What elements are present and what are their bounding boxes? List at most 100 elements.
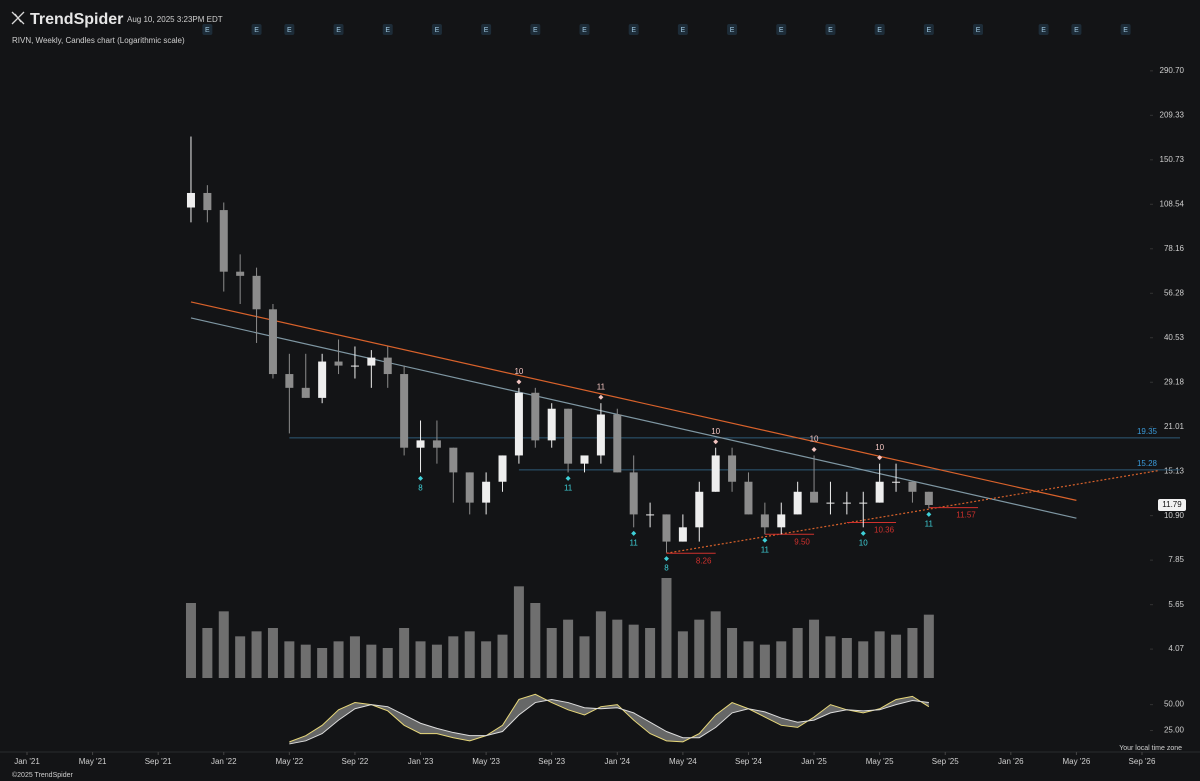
candle-body — [482, 481, 491, 503]
x-tick-label: Sep '22 — [341, 757, 368, 766]
earnings-label: E — [828, 27, 833, 34]
support-label: 9.50 — [794, 537, 810, 546]
volume-bar — [841, 638, 852, 678]
marker-label: 11 — [630, 538, 639, 547]
earnings-label: E — [730, 27, 735, 34]
volume-bar — [661, 578, 672, 678]
candle-body — [285, 374, 294, 388]
x-tick-label: Sep '26 — [1129, 757, 1156, 766]
candle-body — [629, 472, 638, 515]
x-tick-label: May '26 — [1063, 757, 1091, 766]
x-tick-label: Jan '23 — [408, 757, 434, 766]
earnings-label: E — [927, 27, 932, 34]
volume-bar — [825, 636, 836, 678]
y-tick-label: 15.13 — [1164, 466, 1185, 475]
y-tick-label: 25.00 — [1164, 726, 1185, 735]
candle-body — [859, 502, 868, 504]
earnings-badge — [202, 24, 213, 35]
marker-label: 11 — [925, 520, 934, 529]
candle-body — [908, 481, 917, 492]
candle-body — [400, 374, 409, 448]
volume-bar — [448, 636, 459, 678]
oscillator-line — [289, 693, 930, 743]
candle-body — [318, 361, 327, 398]
marker-label: 10 — [875, 443, 884, 452]
candle-body — [203, 192, 212, 211]
y-tick-label: 29.18 — [1164, 377, 1185, 386]
earnings-label: E — [254, 27, 259, 34]
volume-bar — [481, 641, 492, 678]
earnings-label: E — [1074, 27, 1079, 34]
support-label: 8.26 — [696, 556, 712, 565]
x-tick-label: Jan '26 — [998, 757, 1024, 766]
copyright: ©2025 TrendSpider — [12, 771, 73, 779]
candle-body — [383, 357, 392, 375]
volume-bar — [595, 611, 606, 678]
earnings-label: E — [336, 27, 341, 34]
volume-bar — [431, 644, 442, 678]
volume-bar — [874, 631, 885, 678]
volume-bar — [858, 641, 869, 678]
x-tick-label: Jan '22 — [211, 757, 237, 766]
y-tick-label: 40.53 — [1164, 333, 1185, 342]
y-tick-label: 209.33 — [1160, 110, 1185, 119]
volume-bar — [907, 628, 918, 678]
candle-body — [711, 455, 720, 492]
volume-bar — [513, 586, 524, 678]
marker-diamond — [663, 556, 669, 562]
x-tick-label: May '23 — [472, 757, 500, 766]
earnings-badge — [727, 24, 738, 35]
candle-body — [875, 481, 884, 503]
candle-body — [596, 414, 605, 456]
earnings-label: E — [976, 27, 981, 34]
volume-bar — [218, 611, 229, 678]
earnings-label: E — [533, 27, 538, 34]
candle-body — [924, 491, 933, 506]
x-tick-label: Sep '21 — [145, 757, 172, 766]
volume-bar — [759, 644, 770, 678]
y-tick-label: 21.01 — [1164, 422, 1185, 431]
earnings-badge — [579, 24, 590, 35]
earnings-label: E — [1123, 27, 1128, 34]
volume-bar — [235, 636, 246, 678]
marker-label: 8 — [664, 564, 669, 573]
earnings-label: E — [435, 27, 440, 34]
earnings-label: E — [582, 27, 587, 34]
y-tick-label: 78.16 — [1164, 244, 1185, 253]
timezone: Your local time zone — [1119, 745, 1182, 752]
candle-body — [268, 309, 277, 375]
candle-body — [350, 365, 359, 367]
candle-body — [432, 440, 441, 448]
x-tick-label: Jan '25 — [801, 757, 827, 766]
logo-icon — [11, 11, 25, 25]
volume-bar — [579, 636, 590, 678]
candle-body — [252, 275, 261, 310]
marker-diamond — [565, 475, 571, 481]
volume-bar — [202, 628, 213, 678]
volume-bar — [185, 603, 196, 678]
volume-bar — [497, 634, 508, 678]
earnings-label: E — [1041, 27, 1046, 34]
candle-body — [498, 455, 507, 482]
candle-body — [760, 514, 769, 528]
y-tick-label: 7.85 — [1168, 555, 1184, 564]
volume-bar — [464, 631, 475, 678]
volume-bar — [677, 631, 688, 678]
volume-bar — [349, 636, 360, 678]
volume-bar — [743, 641, 754, 678]
volume-bar — [694, 619, 705, 678]
volume-bar — [792, 628, 803, 678]
volume-bar — [251, 631, 262, 678]
candle-body — [514, 392, 523, 456]
volume-bar — [809, 619, 820, 678]
candle-body — [236, 271, 245, 276]
volume-bar — [612, 619, 623, 678]
x-tick-label: Sep '23 — [538, 757, 565, 766]
x-tick-label: May '22 — [275, 757, 303, 766]
earnings-badge — [530, 24, 541, 35]
price-box — [1158, 499, 1186, 512]
marker-diamond — [860, 530, 866, 536]
volume-bar — [530, 603, 541, 678]
candle-body — [301, 387, 310, 398]
earnings-label: E — [631, 27, 636, 34]
